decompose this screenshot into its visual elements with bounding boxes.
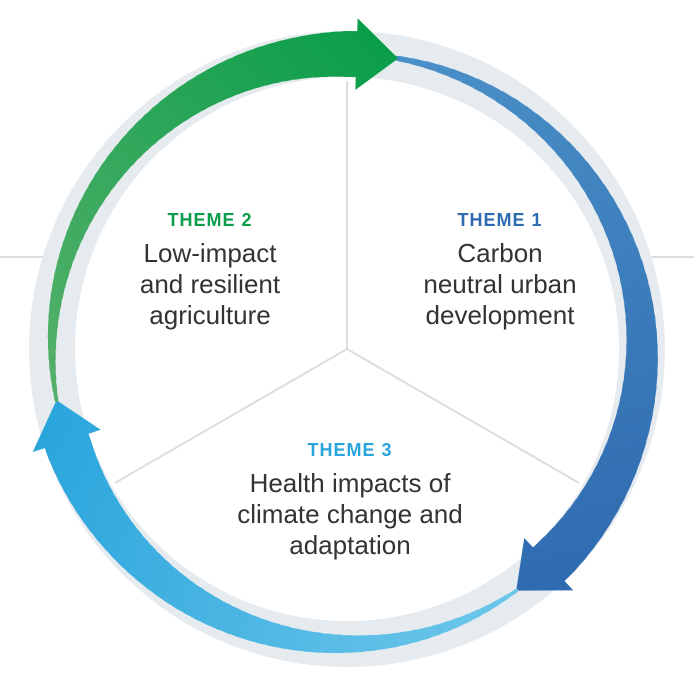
theme-desc: Low-impactand resilientagriculture — [90, 238, 330, 332]
theme-desc-line: development — [426, 300, 575, 330]
theme-tag: THEME 3 — [200, 440, 500, 462]
theme-desc-line: agriculture — [149, 300, 270, 330]
theme-tag: THEME 1 — [380, 210, 620, 232]
label-theme1: THEME 1 Carbonneutral urbandevelopment — [380, 210, 620, 331]
theme-desc: Carbonneutral urbandevelopment — [380, 238, 620, 332]
label-theme3: THEME 3 Health impacts ofclimate change a… — [200, 440, 500, 561]
theme-desc-line: Low-impact — [144, 238, 277, 268]
cycle-diagram: THEME 1Carbonneutral urbandevelopmentTHE… — [0, 0, 694, 698]
theme-desc: Health impacts ofclimate change andadapt… — [200, 468, 500, 562]
theme-desc-line: neutral urban — [423, 269, 576, 299]
theme-desc-line: adaptation — [289, 530, 410, 560]
label-theme2: THEME 2 Low-impactand resilientagricultur… — [90, 210, 330, 331]
theme-desc-line: and resilient — [140, 269, 280, 299]
theme-desc-line: Carbon — [457, 238, 542, 268]
theme-desc-line: Health impacts of — [250, 468, 451, 498]
theme-tag: THEME 2 — [90, 210, 330, 232]
theme-desc-line: climate change and — [237, 499, 462, 529]
cycle-svg — [0, 0, 694, 698]
